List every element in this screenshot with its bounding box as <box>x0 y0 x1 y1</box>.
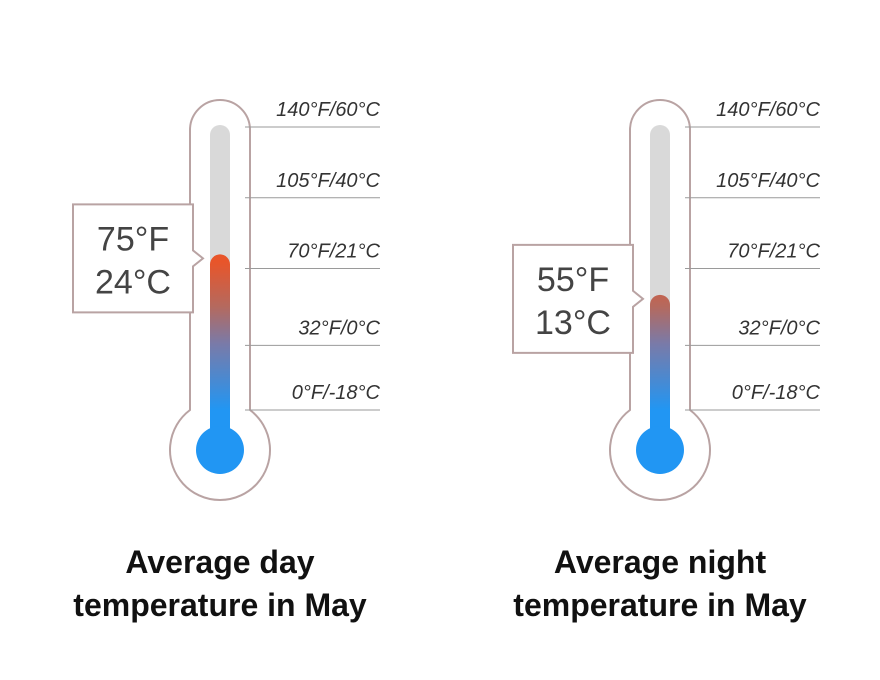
callout-secondary: 13°C <box>535 304 611 342</box>
thermometer: 0°F/-18°C 32°F/0°C 70°F/21°C 105°F/40°C 140°… <box>72 99 381 623</box>
callout-value: 75°F <box>97 220 169 258</box>
y-tick-label: 0°F/-18°C <box>732 382 821 404</box>
callout-secondary: 24°C <box>95 263 171 301</box>
y-tick-label: 105°F/40°C <box>276 170 380 192</box>
chart-title: temperature in May <box>513 587 807 623</box>
y-tick-label: 0°F/-18°C <box>292 382 381 404</box>
callout <box>512 243 645 354</box>
chart-title: temperature in May <box>73 587 367 623</box>
y-tick-label: 140°F/60°C <box>716 99 820 121</box>
chart-title: Average day <box>125 544 314 580</box>
mercury <box>650 294 670 440</box>
y-tick-label: 70°F/21°C <box>727 241 820 263</box>
chart-title: Average night <box>554 544 767 580</box>
bulb <box>196 426 244 474</box>
y-tick-label: 70°F/21°C <box>287 241 380 263</box>
callout <box>72 203 205 314</box>
y-tick-label: 32°F/0°C <box>738 317 820 339</box>
mercury <box>210 254 230 440</box>
y-tick-label: 140°F/60°C <box>276 99 380 121</box>
bulb <box>636 426 684 474</box>
thermometer: 0°F/-18°C 32°F/0°C 70°F/21°C 105°F/40°C 140°… <box>512 99 821 623</box>
callout-value: 55°F <box>537 261 609 299</box>
y-tick-label: 32°F/0°C <box>298 317 380 339</box>
y-tick-label: 105°F/40°C <box>716 170 820 192</box>
